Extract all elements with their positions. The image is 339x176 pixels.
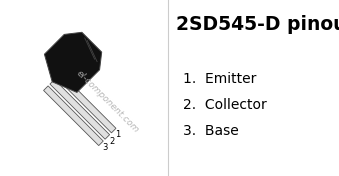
Text: el-component.com: el-component.com bbox=[75, 69, 141, 135]
Text: 3: 3 bbox=[102, 143, 108, 152]
Text: 2: 2 bbox=[109, 137, 114, 146]
Polygon shape bbox=[56, 73, 116, 133]
Text: 2.  Collector: 2. Collector bbox=[183, 98, 267, 112]
Text: 2SD545-D pinout: 2SD545-D pinout bbox=[176, 15, 339, 34]
Polygon shape bbox=[50, 80, 109, 139]
Text: 1: 1 bbox=[115, 130, 121, 139]
Text: 3.  Base: 3. Base bbox=[183, 124, 239, 138]
Text: 1.  Emitter: 1. Emitter bbox=[183, 72, 256, 86]
Polygon shape bbox=[44, 32, 102, 92]
Polygon shape bbox=[44, 86, 103, 146]
